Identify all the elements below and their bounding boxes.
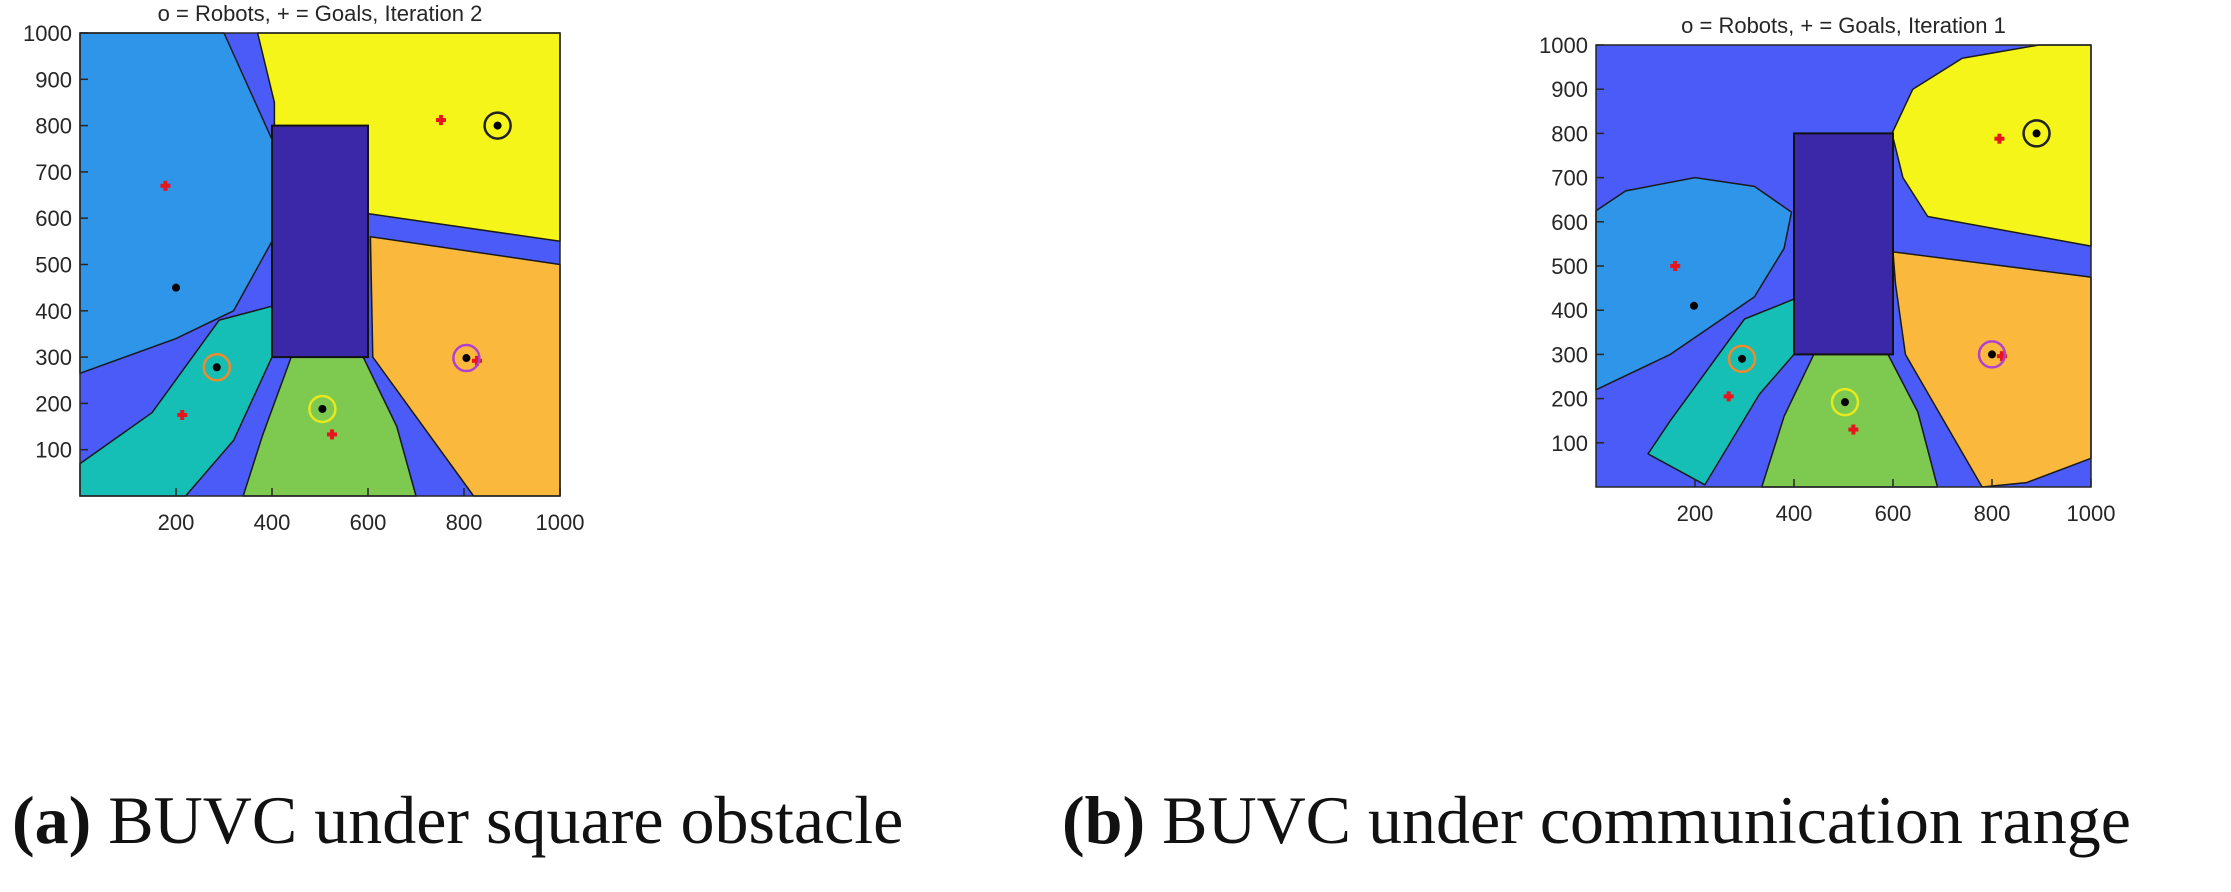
chart1-robot-dot-2 [172,283,180,292]
chart2-y-tick-label: 300 [1551,342,1588,367]
chart1-region-1 [79,32,273,375]
chart1-goal-marker-4 [327,429,337,440]
chart1-robot-dot-1 [493,121,502,130]
chart1-robot-dot-3 [212,363,221,372]
chart2-x-tick-label: 400 [1776,501,1813,526]
chart1-x-tick-label: 1000 [536,510,585,535]
chart2-y-tick-label: 700 [1551,166,1588,191]
chart1-y-tick-label: 800 [35,114,72,139]
chart1-robot-dot-5 [462,354,471,363]
chart2-robot-dot-5 [1988,350,1996,359]
chart1-goal-marker-2 [435,115,446,126]
chart1-y-tick-label: 1000 [23,21,72,46]
chart2-robot-ring-5 [1977,340,2007,369]
chart1-y-tick-label: 300 [35,345,72,370]
chart2-robot-ring-3 [1727,344,1757,374]
chart2-y-tick-label: 1000 [1539,33,1588,58]
chart1-robot-ring-4 [308,394,337,424]
chart1-y-tick-label: 100 [35,438,72,463]
chart1-y-tick-label: 900 [35,67,72,92]
chart2-y-tick-label: 800 [1551,121,1588,146]
chart1-robot-ring-2 [161,273,191,302]
chart2-x-tick-label: 1000 [2067,501,2116,526]
chart-panel-b: 200 400 600 800 1000 100 200 300 400 500 600 700 800… [1539,13,2116,526]
chart2-goal-marker-4 [1848,424,1859,435]
chart1-obstacle-rect [271,124,369,359]
chart1-robot-ring-1 [483,111,512,140]
chart2-robot-dot-2 [1690,301,1699,310]
caption-b: (b) BUVC under communication range [1062,770,2131,870]
chart1-y-tick-label: 500 [35,253,72,278]
chart1-robot-ring-3 [202,353,232,382]
chart2-robot-ring-2 [1679,291,1709,321]
chart1-y-tick-label: 200 [35,391,72,416]
chart2-robot-dot-3 [1738,354,1747,363]
chart2-x-tick-label: 200 [1677,501,1714,526]
chart2-y-tick-label: 200 [1551,387,1588,412]
chart1-x-tick-label: 200 [158,510,195,535]
caption-a: (a) BUVC under square obstacle [12,770,903,870]
caption-b-text: BUVC under communication range [1162,782,2131,858]
chart2-region-2 [1595,176,1793,391]
chart2-x-tick-label: 600 [1875,501,1912,526]
chart2-y-tick-label: 400 [1551,298,1588,323]
chart2-y-tick-label: 500 [1551,254,1588,279]
chart1-x-tick-label: 600 [350,510,387,535]
chart1-title: o = Robots, + = Goals, Iteration 2 [158,1,483,26]
chart2-x-tick-label: 800 [1974,501,2011,526]
chart-panel-a: 200 400 600 800 1000 100 200 300 400 500 600 700 800… [23,1,585,535]
caption-a-text: BUVC under square obstacle [108,782,904,858]
chart2-robot-dot-1 [2032,129,2041,138]
chart2-y-tick-label: 900 [1551,77,1588,102]
chart1-y-tick-label: 600 [35,206,72,231]
chart1-x-tick-label: 800 [446,510,483,535]
caption-b-tag: (b) [1062,782,1146,858]
chart1-robot-ring-5 [452,343,481,373]
chart2-title: o = Robots, + = Goals, Iteration 1 [1681,13,2006,38]
chart2-robot-dot-4 [1840,398,1849,407]
caption-a-tag: (a) [12,782,92,858]
chart1-x-tick-label: 400 [254,510,291,535]
chart2-goal-marker-2 [1994,133,2005,144]
chart2-obstacle-rect [1793,132,1894,356]
chart2-goal-marker-3 [1723,391,1734,402]
chart1-goal-marker-1 [160,180,171,191]
chart1-y-tick-label: 700 [35,160,72,185]
chart1-robot-dot-4 [318,404,327,413]
chart1-goal-marker-3 [177,409,188,420]
chart2-goal-marker-1 [1670,261,1681,271]
chart2-robot-ring-4 [1830,387,1860,417]
chart2-robot-ring-1 [2022,119,2051,148]
chart1-y-tick-label: 400 [35,299,72,324]
chart2-y-tick-label: 100 [1551,431,1588,456]
chart2-y-tick-label: 600 [1551,210,1588,235]
